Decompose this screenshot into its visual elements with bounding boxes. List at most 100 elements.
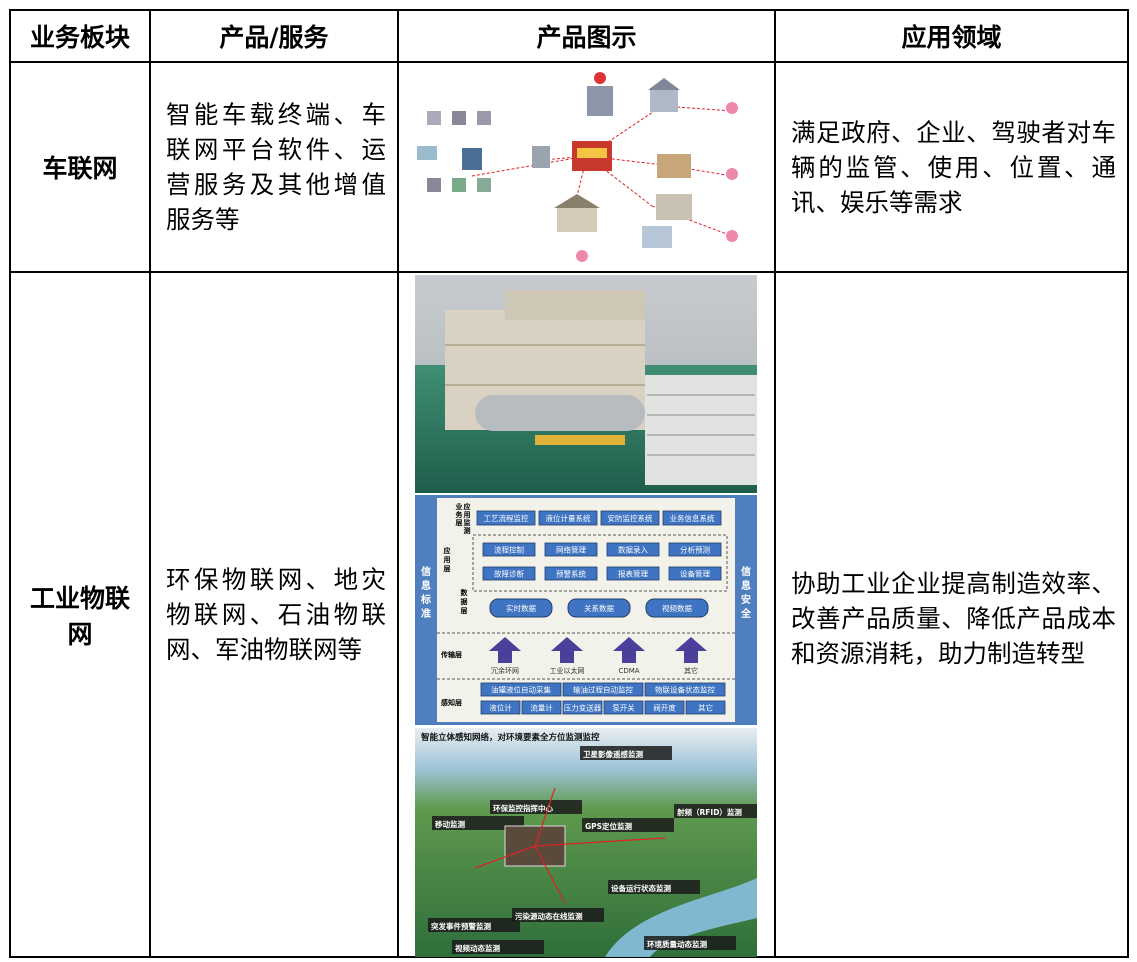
diagram-box-label: 工艺流程监控 [484,513,529,523]
table-border [9,9,11,958]
map-label-bg [580,746,672,760]
map-label-bg [582,818,674,832]
diagram-box [644,700,685,715]
map-label: 环境质量动态监测 [647,939,707,949]
map-label: 卫星影像遥感监测 [583,749,643,759]
diagram-box [562,700,603,715]
application-cell: 满足政府、企业、驾驶者对车辆的监管、使用、位置、通讯、娱乐等需求 [791,117,1116,217]
diagram-box-label: 分析预测 [680,545,710,555]
diagram-box-label: 实时数据 [506,603,536,613]
diagram-box-label: 物联设备状态监控 [655,685,715,695]
layer-label: 传输层 [440,650,462,659]
map-label-bg [432,816,524,830]
diagram-box-label: 关系数据 [584,603,614,613]
diagram-box-label: 报表管理 [618,569,648,579]
diagram-box [521,700,562,715]
transport-label: 其它 [684,666,698,675]
diagram-box-label: 网络管理 [556,545,586,555]
layer-label: 感知层 [441,698,462,707]
transport-label: 工业以太网 [550,666,585,675]
map-label-bg [644,936,736,950]
map-label: GPS定位监测 [585,821,633,831]
map-link [534,837,666,847]
header-cell: 应用领域 [901,23,1002,52]
transport-label: CDMA [618,667,639,675]
diagram-box [668,566,722,581]
map-link [534,787,556,847]
diagram-box-label: 输油过程自动监控 [573,685,633,695]
diagram-box-label: 流程控制 [494,545,524,555]
diagram-box-label: 设备管理 [680,569,710,579]
diagram-box-label: 预警系统 [556,569,586,579]
diagram-box-label: 阀开度 [653,703,676,713]
side-label: 信息安全 [740,565,752,620]
equipment-photo [415,275,757,493]
header-cell: 产品/服务 [219,23,329,52]
diagram-box-label: 安防监控系统 [608,513,653,523]
up-arrow [613,637,645,663]
layer-label: 业务层 [455,502,464,527]
products-cell: 环保物联网、地灾物联网、石油物联网、军油物联网等 [166,565,386,664]
diagram-box-label: 流量计 [530,703,553,713]
map-link [474,845,536,869]
table-border [9,271,1129,273]
map-label: 突发事件预警监测 [431,921,491,931]
map-label: 环保监控指挥中心 [493,803,553,813]
map-label: 射频（RFID）监测 [676,807,742,817]
up-arrow [675,637,707,663]
layer-label: 应用层 [443,546,451,573]
table-border [149,9,151,958]
map-label-bg [428,918,520,932]
diagram-box [685,700,726,715]
diagram-box [482,542,536,557]
diagram-box [662,510,722,526]
diagram-box-label: 液位计量系统 [546,513,591,523]
segment-cell: 工业物联网 [29,583,130,649]
map-label-bg [512,908,604,922]
map-link [534,845,566,904]
up-arrow [489,637,521,663]
map-label-bg [452,940,544,954]
table-border [774,9,776,958]
map-label-bg [490,800,582,814]
river [605,878,757,957]
diagram-box [562,682,644,697]
up-arrow [551,637,583,663]
application-cell: 协助工业企业提高制造效率、改善产品质量、降低产品成本和资源消耗，助力制造转型 [791,569,1116,668]
layer-label: 数据层 [460,588,469,615]
map-label: 移动监测 [435,819,465,829]
diagram-box-label: 泵开关 [612,703,635,713]
diagram-box-label: 故障诊断 [494,569,524,579]
map-label: 视频动态监测 [455,943,500,953]
layer-label: 应用监测 [464,502,471,535]
layer-frame [472,534,728,592]
diagram-box [606,542,660,557]
diagram-box [476,510,536,526]
header-cell: 产品图示 [536,23,637,52]
table-border [9,9,1129,11]
diagram-box-label: 压力变送器 [564,703,602,713]
diagram-box-label: 其它 [698,703,713,713]
map-label: 设备运行状态监测 [611,883,671,893]
diagram-box-label: 液位计 [489,703,512,713]
diagram-box-label: 业务信息系统 [670,513,715,523]
data-store [489,598,553,618]
diagram-box [644,682,726,697]
vehicle-network-illustration [417,72,738,262]
header-cell: 业务板块 [29,23,130,52]
diagram-box [480,682,562,697]
command-center [504,825,566,867]
table-border [397,9,399,958]
data-store [567,598,631,618]
diagram-box [544,566,598,581]
diagram-box-label: 油罐液位自动采集 [491,685,551,695]
map-label: 污染源动态在线监测 [515,911,583,921]
map-caption: 智能立体感知网络，对环境要素全方位监测监控 [420,732,600,743]
diagram-box-label: 数据录入 [618,545,648,555]
table-border [9,61,1129,63]
diagram-box [480,700,521,715]
data-store [645,598,709,618]
